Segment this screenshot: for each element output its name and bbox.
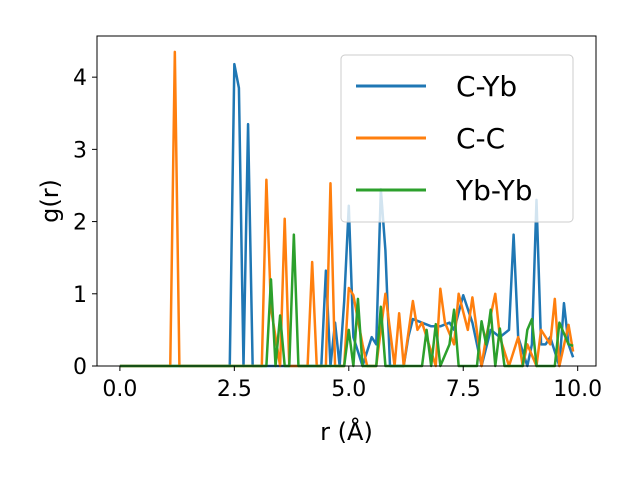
y-tick-label: 1 bbox=[73, 283, 87, 308]
y-tick-label: 0 bbox=[73, 355, 87, 380]
x-tick-label: 7.5 bbox=[446, 377, 481, 402]
x-tick-label: 0.0 bbox=[102, 377, 137, 402]
legend-label-c-c: C-C bbox=[456, 122, 505, 155]
y-tick-label: 4 bbox=[73, 66, 87, 91]
y-axis: 0 1 2 3 4 bbox=[73, 66, 97, 380]
y-tick-label: 2 bbox=[73, 211, 87, 236]
x-tick-label: 2.5 bbox=[217, 377, 252, 402]
plot-frame bbox=[96, 35, 597, 367]
y-tick-label: 3 bbox=[73, 138, 87, 163]
x-tick-label: 5.0 bbox=[331, 377, 366, 402]
series-line-c-yb bbox=[119, 62, 575, 368]
x-axis: 0.0 2.5 5.0 7.5 10.0 bbox=[102, 366, 602, 402]
x-axis-label: r (Å) bbox=[320, 417, 373, 446]
legend: C-Yb C-C Yb-Yb bbox=[340, 54, 574, 223]
legend-box bbox=[340, 54, 574, 223]
legend-label-c-yb: C-Yb bbox=[456, 70, 517, 103]
x-tick-label: 10.0 bbox=[553, 377, 602, 402]
legend-label-yb-yb: Yb-Yb bbox=[455, 174, 533, 207]
y-axis-label: g(r) bbox=[36, 179, 64, 223]
